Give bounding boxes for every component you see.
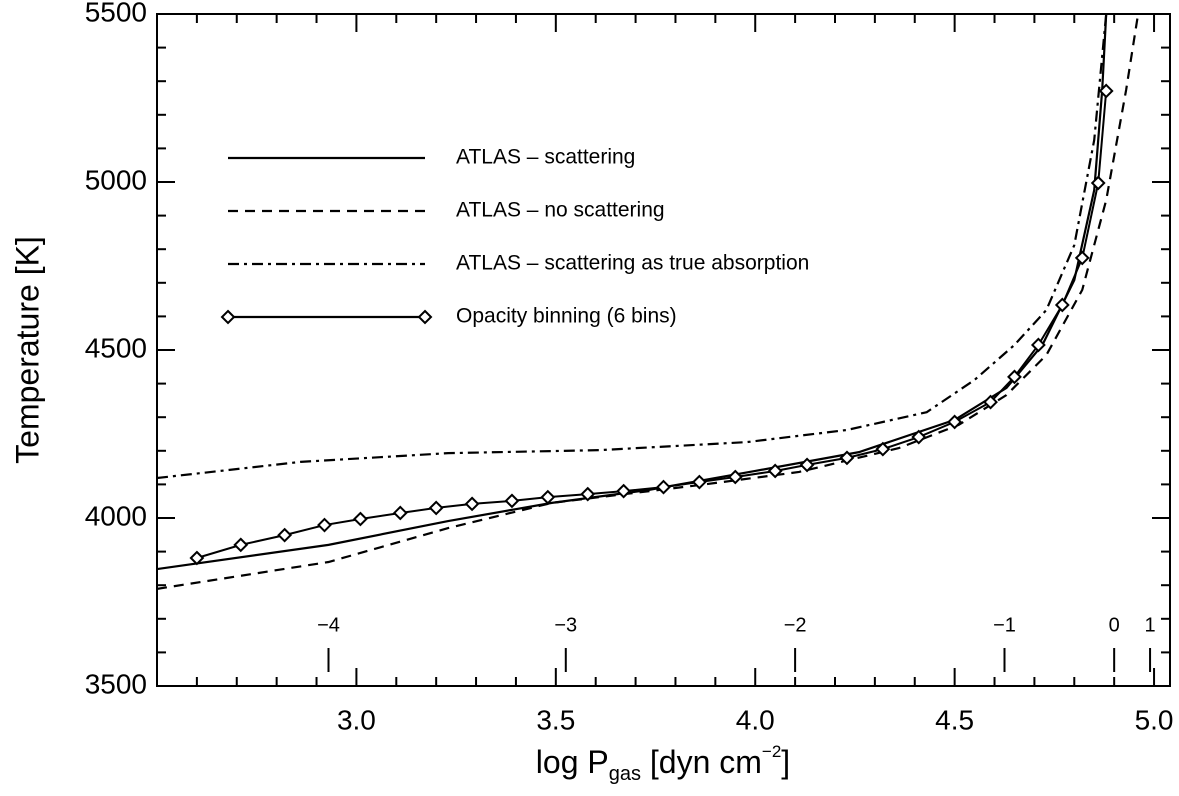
x-tick-label: 5.0 [1135, 704, 1174, 735]
series-marker [616, 483, 632, 499]
secondary-tick-label: −3 [554, 614, 577, 636]
series-marker [911, 429, 927, 445]
series-marker [1007, 369, 1022, 385]
series-marker [1074, 250, 1090, 266]
legend-marker [417, 309, 433, 325]
series-marker [1030, 337, 1046, 353]
series-marker [392, 505, 408, 521]
x-tick-label: 3.5 [536, 704, 575, 735]
series-marker [540, 489, 556, 505]
x-tick-label: 4.0 [736, 704, 775, 735]
series-marker [767, 463, 783, 479]
secondary-tick-label: −4 [317, 614, 340, 636]
series-marker [656, 479, 671, 495]
series-marker [428, 500, 444, 516]
y-axis-label: Temperature [K] [9, 236, 45, 464]
series-marker [691, 474, 707, 490]
y-tick-label: 4000 [85, 500, 147, 531]
y-tick-label: 5000 [85, 164, 147, 195]
x-axis-label: log Pgas [dyn cm−2] [536, 742, 790, 785]
x-tick-label: 3.0 [337, 704, 376, 735]
series-line [196, 90, 1108, 559]
legend-label: ATLAS – no scattering [456, 199, 665, 222]
legend-marker [220, 309, 236, 325]
series-marker [1090, 175, 1106, 191]
series-marker [580, 486, 596, 502]
x-label-part: log P [536, 744, 609, 780]
series-line [157, 14, 1140, 590]
series-line [157, 14, 1108, 480]
series-marker [352, 511, 368, 527]
series-marker [983, 394, 998, 410]
secondary-tick-label: −1 [993, 614, 1016, 636]
series-marker [504, 493, 520, 509]
x-tick-label: 4.5 [935, 704, 974, 735]
series-marker [1054, 297, 1070, 313]
x-label-sub: gas [609, 763, 641, 785]
y-tick-label: 5500 [85, 0, 147, 27]
series-marker [947, 414, 963, 430]
series-marker [464, 496, 480, 512]
x-label-part: ] [781, 744, 790, 780]
y-tick-label: 4500 [85, 332, 147, 363]
series-marker [875, 441, 891, 457]
series-marker [727, 469, 743, 485]
x-label-sup: −2 [762, 742, 781, 761]
secondary-tick-label: 0 [1109, 614, 1120, 636]
secondary-tick-label: 1 [1144, 614, 1155, 636]
legend-label: ATLAS – scattering [456, 146, 635, 169]
series-marker [189, 550, 205, 566]
legend-label: Opacity binning (6 bins) [456, 305, 677, 328]
series-marker [1098, 83, 1114, 99]
x-label-part: [dyn cm [641, 744, 762, 780]
series-marker [317, 517, 332, 533]
y-tick-label: 3500 [85, 668, 147, 699]
secondary-tick-label: −2 [784, 614, 807, 636]
series-marker [799, 457, 815, 473]
series-marker [839, 450, 855, 466]
plot-frame [156, 13, 1171, 687]
series-marker [277, 527, 293, 543]
series-marker [233, 537, 249, 553]
legend-label: ATLAS – scattering as true absorption [456, 252, 809, 275]
series-line [157, 14, 1108, 571]
